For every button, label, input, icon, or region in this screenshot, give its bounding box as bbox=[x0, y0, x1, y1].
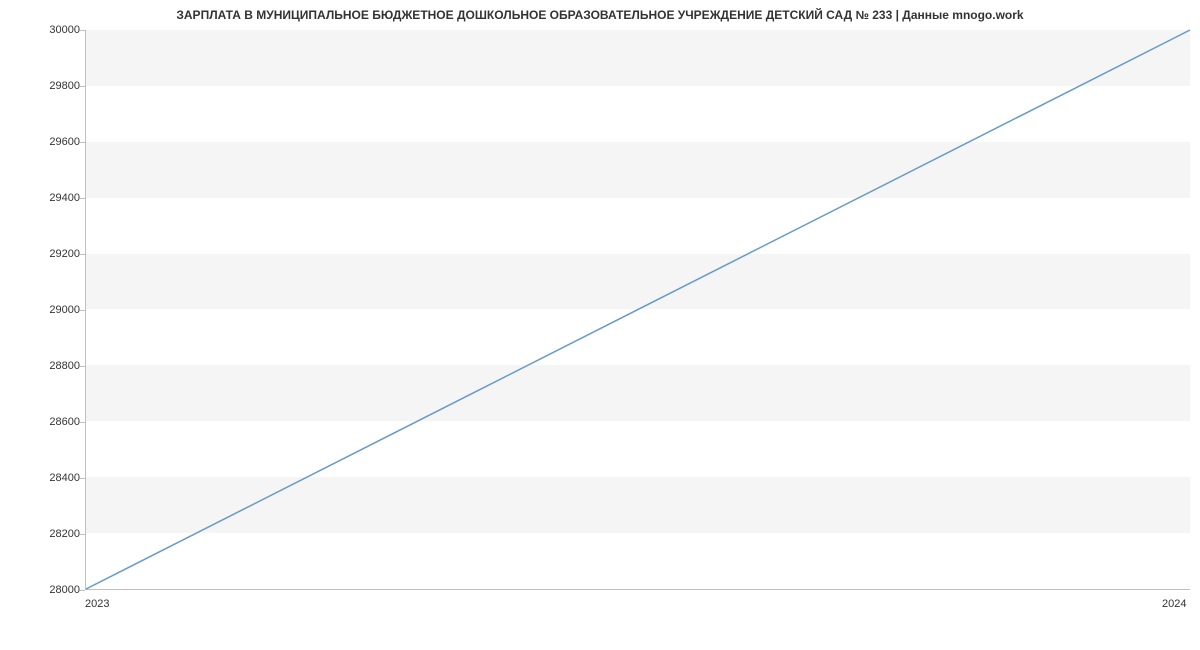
y-tick-label: 29800 bbox=[10, 80, 80, 92]
y-tick-label: 29400 bbox=[10, 192, 80, 204]
y-tick-label: 28400 bbox=[10, 472, 80, 484]
y-tick-mark bbox=[80, 254, 85, 255]
y-tick-mark bbox=[80, 590, 85, 591]
y-tick-mark bbox=[80, 86, 85, 87]
x-tick-label: 2023 bbox=[85, 598, 109, 610]
y-tick-mark bbox=[80, 478, 85, 479]
chart-title: ЗАРПЛАТА В МУНИЦИПАЛЬНОЕ БЮДЖЕТНОЕ ДОШКО… bbox=[0, 0, 1200, 22]
x-tick-label: 2024 bbox=[1162, 598, 1186, 610]
y-tick-mark bbox=[80, 198, 85, 199]
y-tick-label: 28200 bbox=[10, 528, 80, 540]
y-tick-mark bbox=[80, 366, 85, 367]
plot-area bbox=[85, 30, 1190, 590]
y-tick-mark bbox=[80, 422, 85, 423]
chart-container: 28000 28200 28400 28600 28800 29000 2920… bbox=[0, 30, 1200, 620]
y-tick-label: 30000 bbox=[10, 24, 80, 36]
y-tick-mark bbox=[80, 534, 85, 535]
y-tick-label: 28600 bbox=[10, 416, 80, 428]
y-tick-label: 29600 bbox=[10, 136, 80, 148]
y-tick-mark bbox=[80, 310, 85, 311]
y-tick-label: 29000 bbox=[10, 304, 80, 316]
y-tick-mark bbox=[80, 30, 85, 31]
y-tick-mark bbox=[80, 142, 85, 143]
line-series bbox=[86, 30, 1190, 589]
y-tick-label: 28800 bbox=[10, 360, 80, 372]
y-tick-label: 29200 bbox=[10, 248, 80, 260]
y-tick-label: 28000 bbox=[10, 584, 80, 596]
